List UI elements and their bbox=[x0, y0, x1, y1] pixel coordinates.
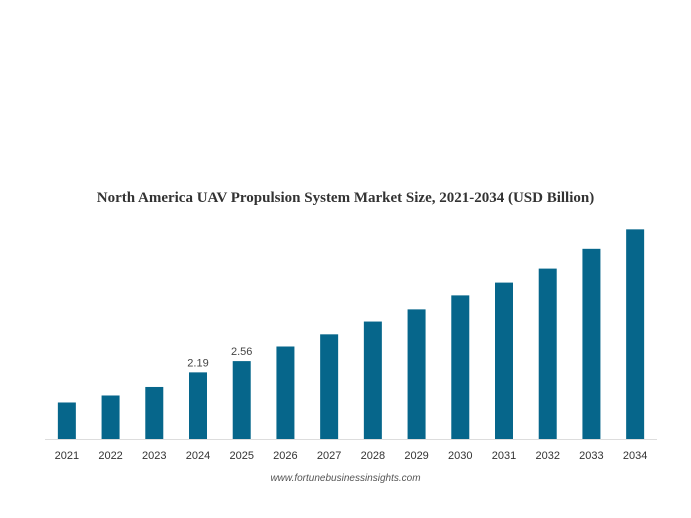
x-tick-label-2032: 2032 bbox=[535, 450, 559, 462]
bar-2022 bbox=[101, 395, 120, 439]
x-tick-label-2033: 2033 bbox=[579, 450, 603, 462]
bar-2025 bbox=[232, 361, 251, 439]
x-tick-label-2023: 2023 bbox=[142, 450, 166, 462]
data-labels: 2.19 2.56 bbox=[187, 346, 252, 369]
bar-2027 bbox=[320, 334, 339, 439]
chart-title: North America UAV Propulsion System Mark… bbox=[96, 190, 595, 206]
x-tick-label-2024: 2024 bbox=[186, 450, 210, 462]
bar-2033 bbox=[582, 248, 601, 439]
bar-2028 bbox=[363, 321, 382, 439]
x-tick-label-2025: 2025 bbox=[229, 450, 253, 462]
bar-2031 bbox=[495, 282, 513, 439]
bar-2026 bbox=[276, 346, 295, 439]
x-tick-label-2022: 2022 bbox=[98, 450, 122, 462]
bar-2021 bbox=[57, 402, 76, 439]
bar-2024 bbox=[189, 372, 207, 439]
data-label-2024: 2.19 bbox=[187, 357, 208, 369]
x-tick-label-2026: 2026 bbox=[273, 450, 297, 462]
x-tick-label-2027: 2027 bbox=[317, 450, 341, 462]
x-tick-label-2030: 2030 bbox=[448, 450, 472, 462]
bar-2023 bbox=[145, 386, 164, 439]
x-tick-label-2034: 2034 bbox=[623, 450, 647, 462]
x-tick-label-2021: 2021 bbox=[55, 450, 79, 462]
bar-2032 bbox=[538, 268, 557, 439]
x-tick-label-2029: 2029 bbox=[404, 450, 428, 462]
bar-series bbox=[57, 229, 645, 439]
bar-2029 bbox=[407, 309, 426, 439]
x-tick-labels: 2021 2022 2023 2024 2025 2026 2027 2028 2029 2030… bbox=[55, 450, 648, 462]
x-tick-label-2031: 2031 bbox=[492, 450, 516, 462]
data-label-2025: 2.56 bbox=[231, 346, 252, 358]
x-tick-label-2028: 2028 bbox=[361, 450, 385, 462]
source-credit: www.fortunebusinessinsights.com bbox=[270, 473, 421, 484]
bar-2030 bbox=[451, 295, 470, 439]
bar-2034 bbox=[626, 229, 645, 439]
